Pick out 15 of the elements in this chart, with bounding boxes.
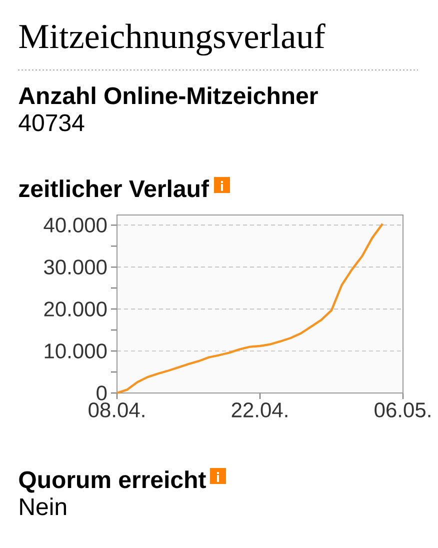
- line-series: [116, 222, 384, 394]
- x-tick-label: 06.05.: [374, 402, 430, 418]
- y-tick-label: 0: [96, 386, 107, 400]
- text: Nein: [20, 498, 66, 516]
- text: Anzahl Online-Mitzeichner: [18, 86, 318, 104]
- y-tick-label: 10.000: [44, 344, 107, 358]
- y-tick-label: 20.000: [44, 302, 107, 316]
- y-tick-label: 30.000: [44, 260, 107, 274]
- x-tick-label: 08.04.: [88, 402, 144, 418]
- x-tick-label: 22.04.: [232, 402, 288, 418]
- text: zeitlicher Verlauf: [19, 180, 210, 198]
- text: 40734: [18, 114, 84, 132]
- y-tick-label: 40.000: [44, 218, 107, 233]
- text: Quorum erreicht: [19, 470, 206, 493]
- chart-title: Mitzeichnungsverlauf: [19, 23, 326, 56]
